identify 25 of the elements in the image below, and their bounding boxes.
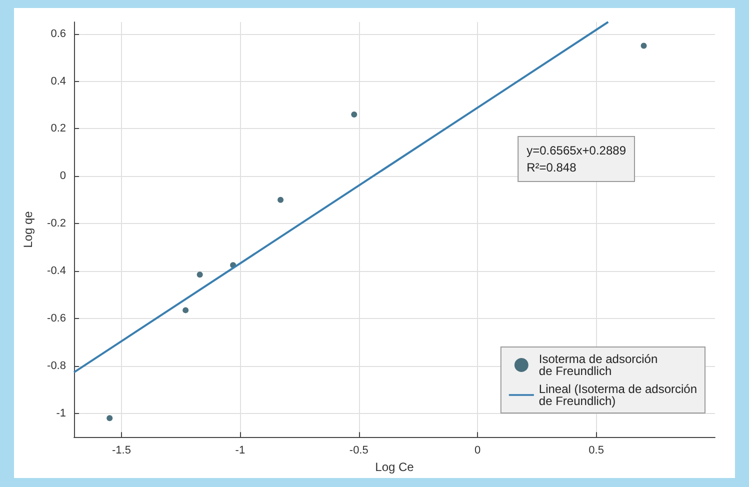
x-tick-label: 0.5 (588, 444, 604, 457)
point (278, 196, 284, 203)
y-tick-label: -1 (56, 407, 66, 420)
legend-label: Lineal (Isoterma de adsorción de Freundlich) (538, 382, 698, 408)
point (640, 42, 647, 49)
point (106, 415, 113, 422)
x-tick-label: -1.5 (112, 444, 131, 457)
y-tick-label: 0.6 (50, 28, 66, 40)
point (351, 112, 358, 118)
y-axis-title: Log qe (21, 210, 35, 248)
x-tick-label: -1 (235, 444, 246, 457)
x-tick-label: -0.5 (349, 444, 368, 457)
y-tick-label: 0.2 (50, 122, 66, 135)
annotation: y=0.6565x+0.2889 R²=0.848 (526, 144, 626, 174)
legend-label: Isoterma de adsorción de Freundlich (538, 352, 658, 378)
y-tick-label: -0.4 (47, 265, 66, 278)
y-tick-label: -0.6 (47, 312, 66, 324)
point (196, 272, 203, 278)
y-tick-label: 0.4 (50, 75, 66, 88)
y-tick-label: -0.8 (47, 360, 66, 372)
y-tick-label: -0.2 (47, 218, 66, 230)
y-tick-label: 0 (60, 170, 66, 182)
point (182, 307, 189, 314)
x-axis-title: Log Ce (375, 460, 414, 474)
x-tick-label: 0 (474, 444, 481, 457)
